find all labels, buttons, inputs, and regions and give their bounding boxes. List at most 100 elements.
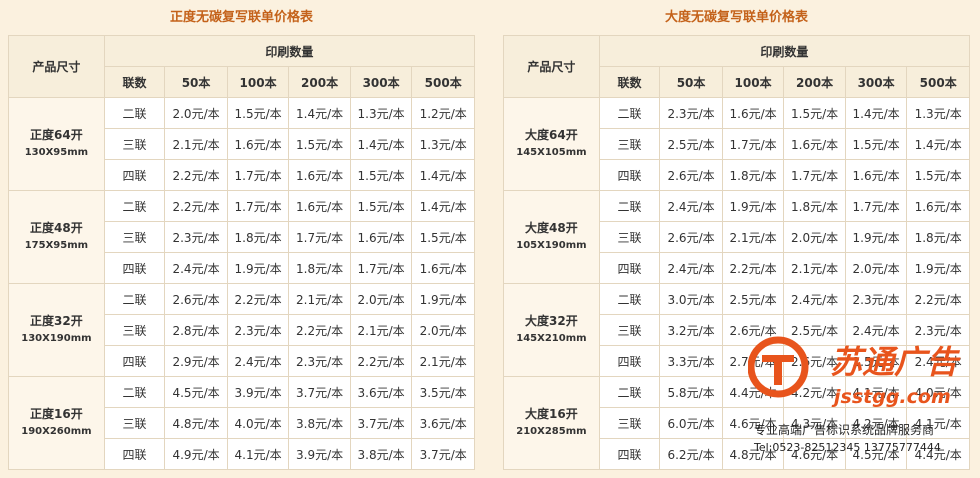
- size-dims: 175X95mm: [24, 240, 89, 251]
- column-header: 500本: [411, 66, 475, 98]
- price-cell: 1.9元/本: [844, 221, 908, 253]
- header-row: 产品尺寸 印刷数量: [8, 35, 476, 98]
- price-cell: 2.3元/本: [659, 97, 723, 129]
- price-cell: 3.2元/本: [659, 314, 723, 346]
- price-cell: 1.8元/本: [226, 221, 290, 253]
- price-cell: 1.7元/本: [783, 159, 846, 191]
- sets-header: 联数: [103, 66, 166, 98]
- size-name: 正度64开: [30, 128, 83, 142]
- price-row: 四联 2.4元/本 2.2元/本 2.1元/本 2.0元/本 1.9元/本: [504, 252, 970, 284]
- price-cell: 6.0元/本: [659, 407, 723, 439]
- price-cell: 1.8元/本: [783, 190, 846, 222]
- size-cell: 正度48开 175X95mm: [8, 190, 105, 284]
- price-row: 四联 4.9元/本 4.1元/本 3.9元/本 3.8元/本 3.7元/本: [9, 438, 475, 470]
- price-table: 产品尺寸 印刷数量 联数 50本 100本 200本 300本 500本 正度64开 130X95…: [8, 35, 476, 470]
- sets-cell: 二联: [103, 376, 166, 408]
- watermark: 苏通广告 jsstgg.com 专业高端广告标识系统品牌服务商 Tel:0523…: [748, 336, 961, 454]
- price-row: 三联 2.1元/本 1.6元/本 1.5元/本 1.4元/本 1.3元/本: [9, 128, 475, 160]
- price-cell: 1.4元/本: [288, 97, 351, 129]
- size-cell: 大度64开 145X105mm: [503, 97, 600, 191]
- price-row: 四联 2.4元/本 1.9元/本 1.8元/本 1.7元/本 1.6元/本: [9, 252, 475, 284]
- size-name: 大度64开: [525, 128, 578, 142]
- price-cell: 1.6元/本: [411, 252, 475, 284]
- price-cell: 4.8元/本: [721, 438, 785, 470]
- price-cell: 1.7元/本: [226, 190, 290, 222]
- price-cell: 2.1元/本: [164, 128, 228, 160]
- price-cell: 4.5元/本: [164, 376, 228, 408]
- price-cell: 4.1元/本: [226, 438, 290, 470]
- sets-cell: 二联: [598, 190, 661, 222]
- price-cell: 1.5元/本: [844, 128, 908, 160]
- price-cell: 2.4元/本: [783, 283, 846, 315]
- price-row: 三联 2.3元/本 1.8元/本 1.7元/本 1.6元/本 1.5元/本: [9, 221, 475, 253]
- price-cell: 2.0元/本: [844, 252, 908, 284]
- price-cell: 2.1元/本: [349, 314, 413, 346]
- price-cell: 2.6元/本: [164, 283, 228, 315]
- price-cell: 2.2元/本: [288, 314, 351, 346]
- price-cell: 2.3元/本: [288, 345, 351, 377]
- price-cell: 1.5元/本: [349, 159, 413, 191]
- price-cell: 1.5元/本: [226, 97, 290, 129]
- price-cell: 2.1元/本: [288, 283, 351, 315]
- sets-cell: 四联: [598, 438, 661, 470]
- sets-cell: 三联: [103, 314, 166, 346]
- price-cell: 1.6元/本: [226, 128, 290, 160]
- price-cell: 4.6元/本: [783, 438, 846, 470]
- price-cell: 2.3元/本: [844, 283, 908, 315]
- size-cell: 大度32开 145X210mm: [503, 283, 600, 377]
- price-cell: 2.2元/本: [906, 283, 970, 315]
- price-row: 三联 2.8元/本 2.3元/本 2.2元/本 2.1元/本 2.0元/本: [9, 314, 475, 346]
- size-dims: 105X190mm: [516, 240, 587, 251]
- sets-cell: 四联: [103, 345, 166, 377]
- price-panel: 正度无碳复写联单价格表 产品尺寸 印刷数量 联数 50本 100本 200本 300本 500本…: [8, 0, 476, 470]
- price-cell: 3.6元/本: [349, 376, 413, 408]
- price-cell: 2.8元/本: [164, 314, 228, 346]
- price-cell: 3.3元/本: [659, 345, 723, 377]
- sets-header: 联数: [598, 66, 661, 98]
- size-dims: 190X260mm: [21, 426, 92, 437]
- sets-cell: 二联: [103, 283, 166, 315]
- price-cell: 2.5元/本: [659, 128, 723, 160]
- price-cell: 2.3元/本: [906, 314, 970, 346]
- price-cell: 1.6元/本: [288, 159, 351, 191]
- price-cell: 2.2元/本: [164, 159, 228, 191]
- price-row: 四联 2.6元/本 1.8元/本 1.7元/本 1.6元/本 1.5元/本: [504, 159, 970, 191]
- price-row: 大度32开 145X210mm 二联 3.0元/本 2.5元/本 2.4元/本 2.3元/本…: [503, 283, 970, 377]
- price-cell: 1.4元/本: [906, 128, 970, 160]
- price-cell: 1.8元/本: [906, 221, 970, 253]
- price-cell: 3.7元/本: [411, 438, 475, 470]
- price-cell: 3.5元/本: [411, 376, 475, 408]
- price-cell: 3.8元/本: [349, 438, 413, 470]
- sets-cell: 四联: [103, 438, 166, 470]
- price-cell: 1.8元/本: [721, 159, 785, 191]
- price-row: 大度16开 210X285mm 二联 5.8元/本 4.4元/本 4.2元/本 4.1元/本…: [503, 376, 970, 470]
- price-cell: 1.3元/本: [411, 128, 475, 160]
- price-cell: 1.2元/本: [411, 97, 475, 129]
- price-cell: 4.0元/本: [906, 376, 970, 408]
- size-cell: 大度16开 210X285mm: [503, 376, 600, 470]
- price-row: 正度64开 130X95mm 二联 2.0元/本 1.5元/本 1.4元/本 1.3元/本 1…: [8, 97, 475, 191]
- size-name: 大度32开: [525, 314, 578, 328]
- price-cell: 2.6元/本: [659, 159, 723, 191]
- logo-ring: [748, 336, 809, 398]
- table-title: 正度无碳复写联单价格表: [169, 10, 313, 25]
- price-row: 四联 6.2元/本 4.8元/本 4.6元/本 4.5元/本 4.4元/本: [504, 438, 970, 470]
- price-cell: 2.1元/本: [721, 221, 785, 253]
- sets-cell: 三联: [598, 407, 661, 439]
- price-cell: 1.6元/本: [783, 128, 846, 160]
- price-cell: 1.7元/本: [288, 221, 351, 253]
- sets-cell: 二联: [103, 190, 166, 222]
- price-cell: 2.0元/本: [411, 314, 475, 346]
- price-row: 正度48开 175X95mm 二联 2.2元/本 1.7元/本 1.6元/本 1.5元/本 1…: [8, 190, 475, 284]
- price-row: 四联 2.9元/本 2.4元/本 2.3元/本 2.2元/本 2.1元/本: [9, 345, 475, 377]
- price-cell: 3.0元/本: [659, 283, 723, 315]
- sets-cell: 四联: [103, 159, 166, 191]
- column-header: 100本: [721, 66, 785, 98]
- price-cell: 1.5元/本: [906, 159, 970, 191]
- size-dims: 210X285mm: [516, 426, 587, 437]
- size-dims: 145X105mm: [516, 147, 587, 158]
- price-row: 正度16开 190X260mm 二联 4.5元/本 3.9元/本 3.7元/本 3.6元/本…: [8, 376, 475, 470]
- price-cell: 1.8元/本: [288, 252, 351, 284]
- price-cell: 2.3元/本: [164, 221, 228, 253]
